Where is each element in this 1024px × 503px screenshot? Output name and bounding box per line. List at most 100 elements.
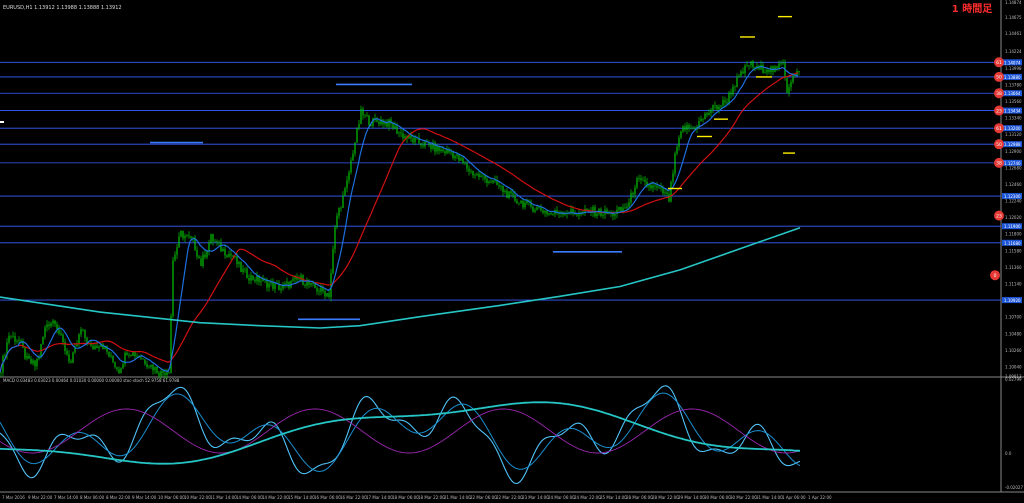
time-tick-label: 16 Mar 22:00 [340,495,367,500]
left-edge-marker [0,121,4,123]
candle-body [620,207,622,211]
candle-body [738,75,740,78]
candle-body [300,275,302,280]
candle-body [310,282,312,285]
price-tag-label: 1.13880 [1004,75,1021,80]
time-tick-label: 8 Mar 06:00 [80,495,105,500]
candle-body [720,105,722,107]
candle-body [744,65,746,74]
price-tick-label: 1.12680 [1005,165,1022,170]
candle-body [712,104,714,110]
fib-circle-label: 50 [996,75,1002,81]
candle-body [268,283,270,288]
candle-body [42,336,44,344]
candle-body [246,268,248,279]
candle-body [258,275,260,282]
candle-body [582,211,584,213]
candle-body [376,119,378,122]
candle-body [0,372,2,374]
candle-body [386,121,388,127]
candle-body [732,86,734,95]
price-tick-label: 1.11580 [1005,248,1022,253]
candle-body [792,76,794,83]
candle-body [572,209,574,213]
price-tag [1002,239,1022,246]
candle-body [228,253,230,257]
candle-body [778,63,780,68]
candle-body [82,329,84,330]
candle-body [168,372,170,374]
candle-body [202,254,204,267]
candle-body [682,126,684,132]
candle-body [132,351,134,356]
candle-body [342,195,344,208]
candle-body [690,127,692,129]
candle-body [412,138,414,143]
price-tag [1002,159,1022,166]
candle-body [520,201,522,203]
candle-body [344,188,346,196]
candle-body [274,283,276,289]
candle-body [452,152,454,158]
candle-body [668,193,670,202]
candle-body [548,213,550,215]
candle-body [208,242,210,252]
candle-body [564,213,566,215]
candle-body [578,214,580,216]
candle-body [418,137,420,144]
candle-body [92,345,94,350]
candle-body [60,333,62,335]
candle-body [222,248,224,252]
candle-body [52,320,54,324]
candle-body [214,241,216,242]
price-tag-label: 1.12740 [1004,161,1021,166]
candle-body [340,207,342,209]
candle-body [510,191,512,194]
candle-body [326,293,328,297]
candle-body [384,121,386,125]
price-tag [1002,141,1022,148]
time-tick-label: 16 Mar 06:00 [314,495,341,500]
candle-body [462,158,464,163]
candle-body [102,344,104,350]
time-tick-label: 14 Mar 22:00 [262,495,289,500]
candle-body [390,119,392,124]
price-tick-label: 1.11800 [1005,232,1022,237]
candle-body [312,282,314,284]
time-tick-label: 18 Mar 22:00 [418,495,445,500]
ma-slow-line [0,226,801,329]
fib-circle-label: 61 [996,60,1002,66]
candle-body [612,212,614,216]
candle-body [622,207,624,211]
candle-body [346,180,348,189]
candle-body [502,186,504,192]
candle-body [142,358,144,360]
candle-body [244,268,246,270]
candle-body [664,192,666,194]
candle-body [680,131,682,138]
candle-body [266,279,268,288]
candle-body [250,275,252,281]
candle-body [316,288,318,292]
candle-body [172,260,174,316]
candle-body [730,92,732,95]
candle-body [624,207,626,209]
price-tick-label: 1.14224 [1005,49,1022,54]
candle-body [460,158,462,161]
candle-body [12,336,14,337]
candle-body [798,71,800,73]
candle-body [638,177,640,179]
candle-body [108,351,110,357]
candle-body [634,187,636,195]
candle-body [464,162,466,164]
price-tag [1002,73,1022,80]
candle-body [686,125,688,130]
candle-body [280,288,282,291]
sub-tick-label: 0.02799 [1005,377,1022,382]
candle-body [662,187,664,194]
candle-body [552,214,554,215]
candle-body [294,277,296,279]
candle-body [430,144,432,149]
candle-body [526,200,528,203]
candle-body [432,142,434,149]
